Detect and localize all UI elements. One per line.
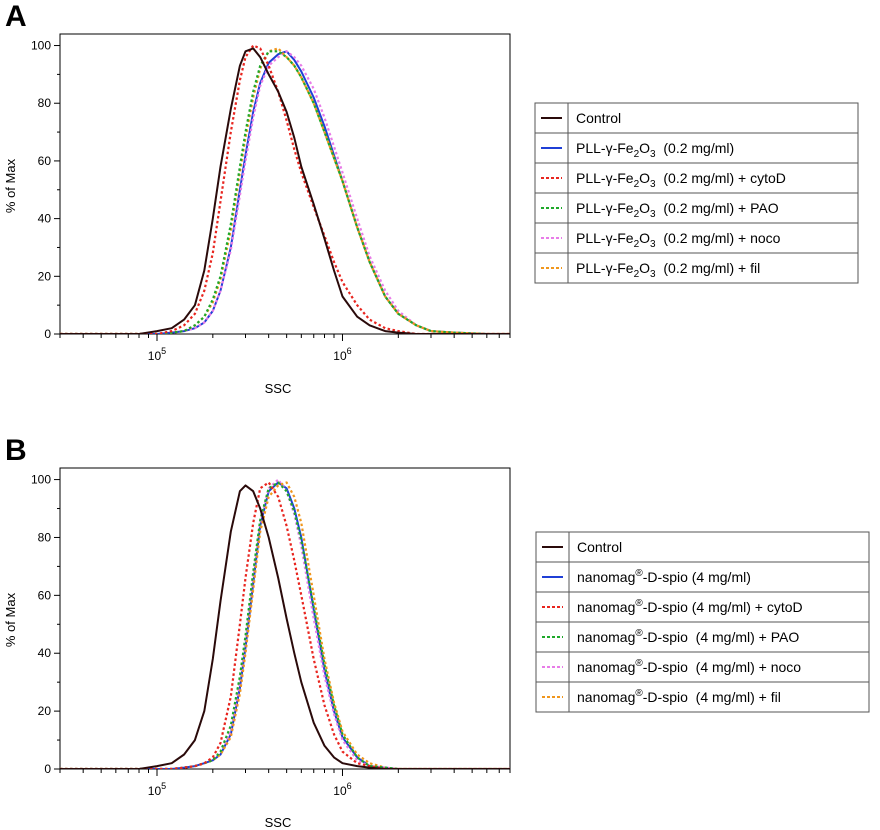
y-tick-label: 60 (38, 154, 52, 168)
y-tick-label: 100 (31, 39, 51, 53)
y-tick-label: 20 (38, 269, 52, 283)
x-axis-label: SSC (265, 815, 292, 830)
legend-label: nanomag®-D-spio (4 mg/ml) + PAO (577, 628, 799, 645)
y-tick-label: 80 (38, 96, 52, 110)
chart-panel-a: A 0 20 40 60 80 100 105 106 SSC % of Max Control PLL… (3, 0, 859, 396)
x-tick-label: 106 (333, 781, 351, 798)
plot-area (59, 467, 511, 770)
panel-label: B (5, 434, 27, 467)
series-lines (60, 478, 510, 769)
legend-label: nanomag®-D-spio (4 mg/ml) + fil (577, 688, 781, 705)
y-tick-label: 60 (38, 588, 52, 602)
legend: Control nanomag®-D-spio (4 mg/ml) nanomag®… (535, 531, 870, 713)
series-line-2 (60, 44, 510, 334)
legend: Control PLL-γ-Fe2O3 (0.2 mg/ml) PLL-γ-Fe2O… (534, 102, 859, 284)
series-line-2 (60, 481, 510, 769)
legend-label: Control (576, 110, 621, 126)
x-tick-label: 105 (148, 346, 166, 363)
legend-label: PLL-γ-Fe2O3 (0.2 mg/ml) (576, 140, 734, 160)
legend-label: nanomag®-D-spio (4 mg/ml) (577, 568, 751, 585)
y-axis-label: % of Max (3, 592, 18, 647)
legend-label: nanomag®-D-spio (4 mg/ml) + cytoD (577, 598, 803, 615)
legend-label: Control (577, 539, 622, 555)
legend-label: PLL-γ-Fe2O3 (0.2 mg/ml) + cytoD (576, 170, 786, 190)
x-tick-label: 106 (333, 346, 351, 363)
panel-label: A (5, 0, 27, 33)
series-lines (60, 44, 510, 334)
series-line-3 (60, 50, 510, 334)
legend-label: PLL-γ-Fe2O3 (0.2 mg/ml) + PAO (576, 200, 779, 220)
x-tick-label: 105 (148, 781, 166, 798)
series-line-0 (60, 484, 510, 769)
x-axis-label: SSC (265, 381, 292, 396)
y-tick-label: 80 (38, 530, 52, 544)
chart-panel-b: B 0 20 40 60 80 100 105 106 SSC % of Max Control nan… (3, 434, 870, 830)
legend-label: PLL-γ-Fe2O3 (0.2 mg/ml) + noco (576, 230, 781, 250)
series-line-0 (60, 47, 510, 334)
y-tick-label: 0 (44, 327, 51, 341)
y-tick-label: 100 (31, 473, 51, 487)
legend-label: PLL-γ-Fe2O3 (0.2 mg/ml) + fil (576, 260, 760, 280)
y-tick-label: 40 (38, 646, 52, 660)
y-tick-label: 40 (38, 212, 52, 226)
y-tick-label: 20 (38, 704, 52, 718)
y-tick-label: 0 (44, 762, 51, 776)
plot-area (59, 33, 511, 335)
legend-label: nanomag®-D-spio (4 mg/ml) + noco (577, 658, 801, 675)
y-axis-label: % of Max (3, 158, 18, 213)
